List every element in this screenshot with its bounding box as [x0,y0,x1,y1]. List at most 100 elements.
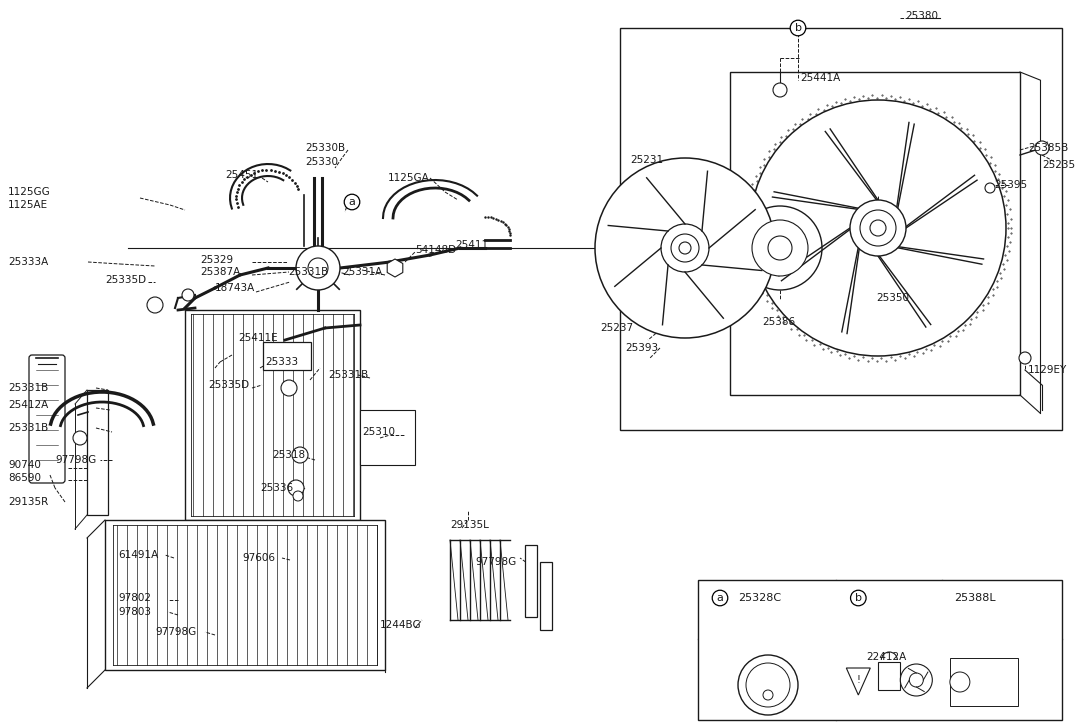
Circle shape [738,206,823,290]
FancyBboxPatch shape [29,355,65,483]
Text: 25331B: 25331B [8,423,49,433]
Text: 25411E: 25411E [238,333,278,343]
Text: 25412A: 25412A [8,400,49,410]
Text: 25335D: 25335D [105,275,147,285]
Circle shape [73,431,87,445]
Text: 25386: 25386 [762,317,796,327]
Bar [950,658,1018,706]
Circle shape [746,663,790,707]
Text: 54148D: 54148D [415,245,456,255]
Text: 25385B: 25385B [1028,143,1068,153]
Text: 25318: 25318 [272,450,305,460]
Circle shape [281,380,298,396]
Text: 86590: 86590 [8,473,41,483]
Circle shape [595,158,775,338]
Text: 97606: 97606 [241,553,275,563]
Text: b: b [855,593,861,603]
Circle shape [147,297,163,313]
Text: 29135R: 29135R [8,497,49,507]
Text: 25333: 25333 [265,357,299,367]
Text: 25380: 25380 [906,11,938,21]
Text: 25350: 25350 [876,293,909,303]
Bar [697,580,1062,720]
Bar [185,310,360,520]
Bar [540,562,552,630]
Text: 25231: 25231 [630,155,663,165]
Text: 22412A: 22412A [867,652,907,662]
Circle shape [900,664,932,696]
Text: 25451: 25451 [225,170,258,180]
Text: 25441A: 25441A [800,73,840,83]
Circle shape [293,491,303,501]
Text: 97798G: 97798G [475,557,516,567]
Text: 97798G: 97798G [55,455,96,465]
Text: 1125GG: 1125GG [8,187,51,197]
Circle shape [860,210,896,246]
Text: 97803: 97803 [118,607,151,617]
Bar [87,390,108,515]
Text: 25333A: 25333A [8,257,49,267]
Circle shape [671,234,699,262]
Text: 25237: 25237 [600,323,633,333]
Circle shape [910,673,924,687]
Text: 25395: 25395 [994,180,1027,190]
Text: 61491A: 61491A [118,550,158,560]
Text: b: b [794,23,802,33]
Circle shape [768,236,792,260]
Text: 1125GA: 1125GA [388,173,430,183]
Text: 25388L: 25388L [954,593,995,603]
Bar [360,410,415,465]
Bar [879,662,900,690]
Text: 25331A: 25331A [342,267,383,277]
Bar [525,545,537,617]
Circle shape [296,246,340,290]
Circle shape [1035,141,1049,155]
Bar [105,520,385,670]
Text: 25336: 25336 [260,483,293,493]
Bar [263,342,310,370]
Circle shape [773,83,787,97]
Text: 90740: 90740 [8,460,41,470]
Text: 97802: 97802 [118,593,151,603]
Circle shape [985,183,995,193]
Text: 25393: 25393 [625,343,659,353]
Text: 25310: 25310 [362,427,395,437]
Circle shape [661,224,709,272]
Circle shape [182,289,194,301]
Text: a: a [348,197,356,207]
Circle shape [849,200,906,256]
Circle shape [1019,352,1031,364]
Bar [730,72,1020,395]
Polygon shape [846,668,870,695]
Text: 1244BG: 1244BG [381,620,421,630]
Circle shape [870,220,886,236]
Text: 25411: 25411 [455,240,488,250]
Text: 25331B: 25331B [8,383,49,393]
Text: 25331B: 25331B [328,370,369,380]
Circle shape [950,672,970,692]
Text: 25235: 25235 [1042,160,1075,170]
Text: 25335D: 25335D [208,380,249,390]
Circle shape [763,690,773,700]
Text: 25328C: 25328C [738,593,782,603]
Text: 25331B: 25331B [288,267,328,277]
Circle shape [288,480,304,496]
Text: 97798G: 97798G [155,627,196,637]
Polygon shape [387,259,403,277]
Text: 25387A: 25387A [201,267,240,277]
Text: 18743A: 18743A [215,283,255,293]
Circle shape [292,447,308,463]
Text: 25330B: 25330B [305,143,345,153]
Circle shape [752,220,808,276]
Text: a: a [717,593,723,603]
Circle shape [308,258,328,278]
Text: 1125AE: 1125AE [8,200,49,210]
Circle shape [738,655,798,715]
Text: 25330: 25330 [305,157,338,167]
Circle shape [679,242,691,254]
Text: !: ! [856,675,860,685]
Text: 29135L: 29135L [450,520,489,530]
Text: 25329: 25329 [201,255,233,265]
Text: 1129EY: 1129EY [1028,365,1067,375]
Bar [620,28,1062,430]
